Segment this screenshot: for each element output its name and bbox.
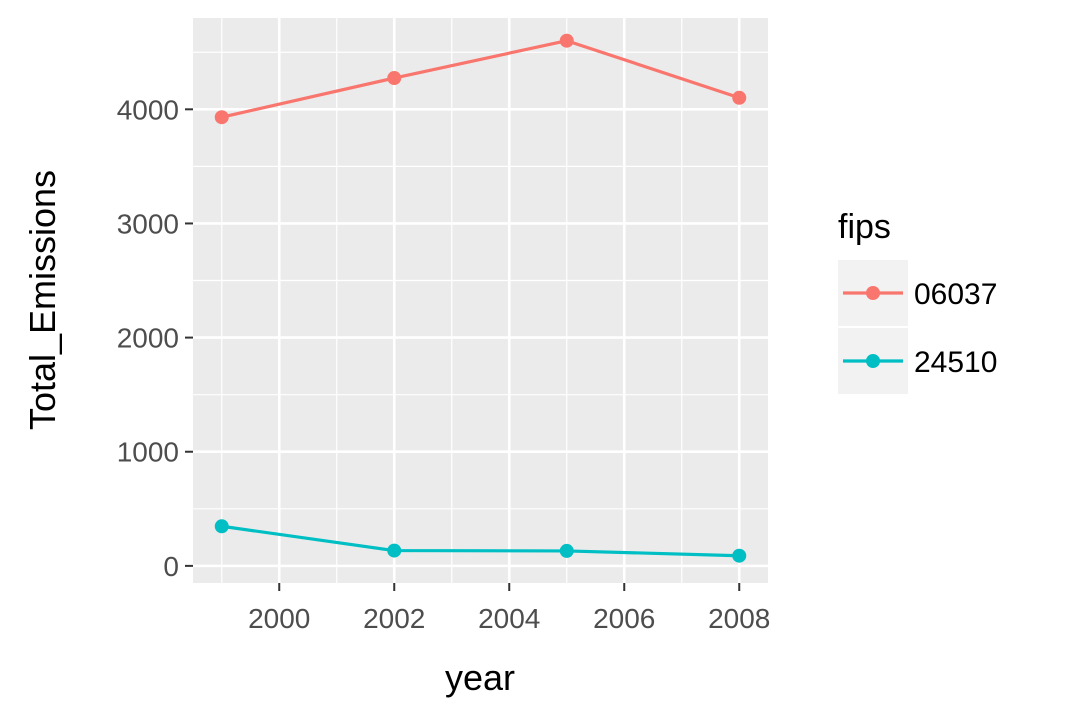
legend-label: 24510 [914, 346, 997, 379]
plot-panel [193, 18, 768, 583]
legend: fips 06037 24510 [838, 208, 997, 394]
legend-title: fips [838, 208, 891, 246]
data-point [732, 90, 747, 105]
series-line-24510 [221, 524, 740, 558]
x-tick-label: 2004 [478, 603, 540, 634]
legend-label: 06037 [914, 278, 997, 311]
data-point [214, 110, 229, 125]
x-tick-label: 2000 [248, 603, 310, 634]
data-point [559, 33, 574, 48]
legend-item-06037: 06037 [838, 260, 997, 326]
x-tick-label: 2002 [363, 603, 425, 634]
legend-items: 06037 24510 [838, 260, 997, 394]
x-tick-label: 2008 [708, 603, 770, 634]
legend-key-point [866, 354, 880, 368]
grid-major [193, 18, 768, 583]
data-point [214, 519, 229, 534]
data-point [387, 543, 402, 558]
data-point [732, 548, 747, 563]
series-24510 [214, 519, 747, 563]
x-tick-label: 2006 [593, 603, 655, 634]
series-06037 [214, 33, 747, 125]
x-axis-title: year [445, 657, 515, 698]
series-line-06037 [221, 39, 740, 119]
data-point [559, 543, 574, 558]
y-tick-label: 4000 [117, 94, 179, 125]
y-tick-label: 0 [163, 551, 179, 582]
legend-key-point [866, 286, 880, 300]
grid-minor [193, 18, 768, 583]
y-tick-label: 3000 [117, 208, 179, 239]
x-axis: 2000 2002 2004 2006 2008 [248, 583, 770, 634]
data-point [387, 71, 402, 86]
y-tick-label: 2000 [117, 323, 179, 354]
series-layer [214, 33, 747, 563]
y-tick-label: 1000 [117, 437, 179, 468]
y-axis: 0 1000 2000 3000 4000 [117, 94, 193, 582]
y-axis-title: Total_Emissions [22, 170, 63, 430]
legend-item-24510: 24510 [838, 328, 997, 394]
